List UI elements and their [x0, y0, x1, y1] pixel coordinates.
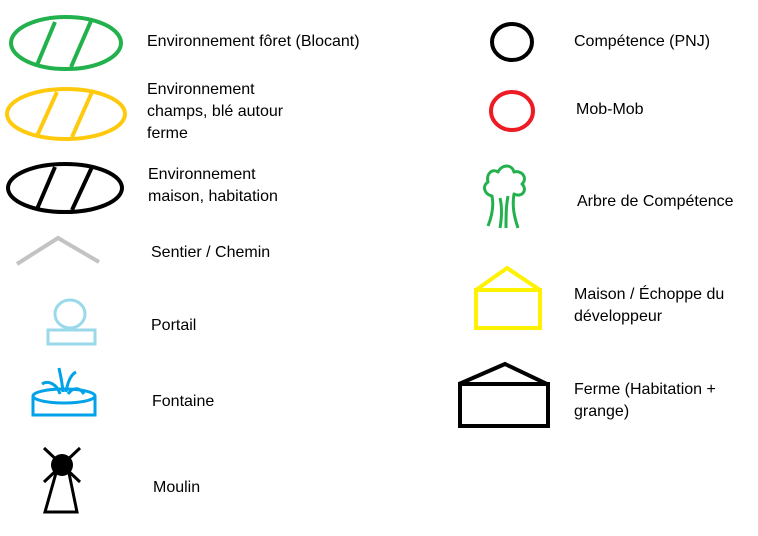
legend-label-arbre: Arbre de Compétence	[577, 193, 734, 210]
green-hatched-ellipse-icon	[8, 14, 124, 74]
fountain-icon	[30, 366, 100, 422]
legend-label-maison: Environnement maison, habitation	[148, 166, 278, 205]
yellow-house-icon	[470, 264, 546, 332]
legend-label-echoppe: Maison / Échoppe du développeur	[574, 286, 725, 325]
legend-label-moulin: Moulin	[153, 479, 201, 496]
windmill-icon	[34, 440, 90, 518]
legend-label-ferme: Ferme (Habitation + grange)	[574, 381, 716, 420]
red-circle-icon	[487, 88, 537, 134]
black-circle-icon	[488, 20, 536, 64]
legend-label-champs: Environnement champs, blé autour ferme	[147, 81, 284, 142]
grey-path-chevron-icon	[14, 232, 102, 268]
black-hatched-ellipse-icon	[4, 160, 126, 216]
legend-label-portail: Portail	[151, 317, 197, 334]
portal-icon	[44, 297, 100, 349]
legend-label-mob: Mob-Mob	[576, 101, 644, 118]
legend-label-sentier: Sentier / Chemin	[151, 244, 271, 261]
legend-label-foret: Environnement fôret (Blocant)	[147, 33, 360, 50]
yellow-hatched-ellipse-icon	[4, 86, 128, 142]
skill-tree-icon	[478, 160, 532, 236]
black-barn-icon	[455, 360, 551, 430]
legend-label-fontaine: Fontaine	[152, 393, 215, 410]
legend-label-pnj: Compétence (PNJ)	[574, 33, 711, 50]
